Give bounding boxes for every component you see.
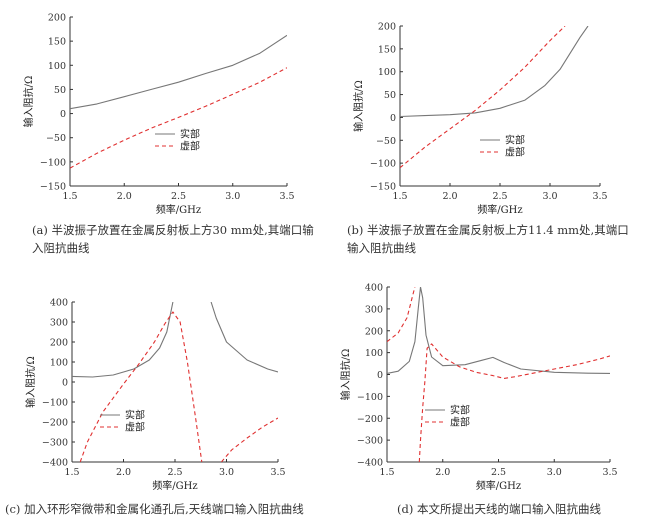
x-tick-label: 3.5	[602, 467, 617, 478]
y-tick-label: −300	[357, 436, 383, 447]
chart-b: 1.5 2.0 2.5 3.0 3.5 −150 −100 −50 0 50 100 150 200 频率…	[352, 22, 608, 217]
x-tick-label: 1.5	[62, 191, 77, 202]
y-tick-label: −200	[357, 414, 383, 425]
x-tick-label: 3.0	[225, 191, 240, 202]
chart-c: 1.5 2.0 2.5 3.0 3.5 −400 −300 −200 −100 0 100 200 30…	[24, 298, 286, 493]
x-tick-label: 3.5	[270, 467, 285, 478]
series-real-line	[72, 302, 278, 378]
y-tick-label: −300	[42, 438, 68, 449]
series-real-line	[387, 287, 610, 374]
y-tick-label: 100	[50, 358, 68, 369]
y-tick-label: −150	[370, 182, 396, 193]
y-tick-label: 400	[365, 283, 383, 294]
y-tick-label: −150	[40, 182, 66, 193]
series-imag-line	[70, 67, 287, 169]
legend-label: 虚部	[450, 416, 470, 429]
legend-label: 实部	[125, 409, 145, 422]
x-tick-label: 2.0	[442, 191, 457, 202]
y-tick-label: 0	[60, 109, 66, 120]
x-tick-label: 1.5	[64, 467, 79, 478]
y-tick-label: 100	[365, 348, 383, 359]
y-tick-label: −100	[42, 398, 68, 409]
y-axis-label: 输入阻抗/Ω	[24, 356, 37, 408]
legend-label: 虚部	[180, 140, 200, 153]
x-axis-label: 频率/GHz	[152, 479, 197, 492]
x-tick-label: 3.0	[219, 467, 234, 478]
series-real-line	[70, 34, 287, 110]
series-imag-line	[387, 287, 610, 462]
legend-label: 实部	[450, 404, 470, 417]
x-tick-label: 1.5	[392, 191, 407, 202]
caption-b: (b) 半波振子放置在金属反射板上方11.4 mm处,其端口输入阻抗曲线	[347, 223, 629, 255]
y-tick-label: −50	[376, 136, 396, 147]
y-tick-label: 0	[377, 370, 383, 381]
y-tick-label: −100	[357, 392, 383, 403]
y-tick-label: 300	[50, 318, 68, 329]
y-tick-label: −200	[42, 418, 68, 429]
y-tick-label: −100	[40, 157, 66, 168]
y-tick-label: −400	[357, 458, 383, 469]
y-tick-label: 200	[365, 326, 383, 337]
x-tick-label: 2.5	[171, 191, 186, 202]
x-tick-label: 3.5	[279, 191, 294, 202]
panel-c: 1.5 2.0 2.5 3.0 3.5 −400 −300 −200 −100 0 100 200 30…	[0, 265, 325, 529]
y-axis-label: 输入阻抗/Ω	[339, 349, 352, 401]
y-tick-label: 50	[384, 90, 396, 101]
y-tick-label: 0	[62, 378, 68, 389]
y-tick-label: 200	[50, 338, 68, 349]
y-tick-label: −400	[42, 458, 68, 469]
legend-label: 虚部	[125, 421, 145, 434]
legend-label: 实部	[180, 128, 200, 141]
y-tick-label: −50	[46, 133, 66, 144]
x-tick-label: 2.0	[116, 467, 131, 478]
plot-area	[72, 302, 278, 462]
chart-d: 1.5 2.0 2.5 3.0 3.5 −400 −300 −200 −100 0 100 200 30…	[339, 283, 618, 493]
x-tick-label: 2.5	[167, 467, 182, 478]
plot-area	[400, 26, 589, 169]
x-tick-label: 3.0	[547, 467, 562, 478]
y-tick-label: 400	[50, 298, 68, 309]
plot-area	[70, 34, 287, 169]
series-imag-line	[79, 311, 278, 462]
x-tick-label: 2.5	[491, 467, 506, 478]
x-tick-label: 3.5	[592, 191, 607, 202]
chart-a: 1.5 2.0 2.5 3.0 3.5 −150 −100 −50 0 50 100 150 200 频率…	[22, 13, 295, 217]
panel-b: 1.5 2.0 2.5 3.0 3.5 −150 −100 −50 0 50 100 150 200 频率…	[325, 0, 650, 265]
x-tick-label: 2.0	[117, 191, 132, 202]
y-tick-label: 150	[378, 44, 396, 55]
y-tick-label: 50	[54, 85, 66, 96]
panel-a: 1.5 2.0 2.5 3.0 3.5 −150 −100 −50 0 50 100 150 200 频率…	[0, 0, 325, 265]
y-tick-label: 200	[378, 22, 396, 33]
x-axis-label: 频率/GHz	[156, 203, 201, 216]
y-tick-label: 100	[48, 61, 66, 72]
series-real-line	[400, 26, 589, 118]
caption-d: (d) 本文所提出天线的端口输入阻抗曲线	[397, 502, 601, 516]
y-tick-label: 300	[365, 304, 383, 315]
x-tick-label: 2.0	[435, 467, 450, 478]
caption-c: (c) 加入环形窄微带和金属化通孔后,天线端口输入阻抗曲线	[5, 502, 304, 516]
x-axis-label: 频率/GHz	[476, 479, 521, 492]
y-axis-label: 输入阻抗/Ω	[22, 76, 35, 128]
y-tick-label: −100	[370, 159, 396, 170]
legend-label: 虚部	[505, 146, 525, 159]
legend-label: 实部	[505, 134, 525, 147]
panel-d: 1.5 2.0 2.5 3.0 3.5 −400 −300 −200 −100 0 100 200 30…	[325, 265, 650, 529]
x-tick-label: 1.5	[379, 467, 394, 478]
plot-area	[387, 287, 610, 462]
y-tick-label: 0	[390, 113, 396, 124]
y-tick-label: 200	[48, 13, 66, 24]
caption-a: (a) 半波振子放置在金属反射板上方30 mm处,其端口输入阻抗曲线	[32, 223, 314, 255]
y-axis-label: 输入阻抗/Ω	[352, 80, 365, 132]
y-tick-label: 100	[378, 67, 396, 78]
series-imag-line	[400, 26, 566, 169]
x-tick-label: 2.5	[492, 191, 507, 202]
x-tick-label: 3.0	[542, 191, 557, 202]
y-tick-label: 150	[48, 37, 66, 48]
x-axis-label: 频率/GHz	[477, 203, 522, 216]
